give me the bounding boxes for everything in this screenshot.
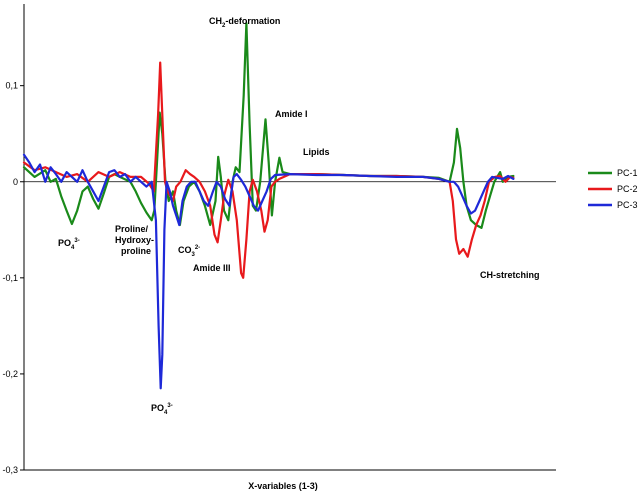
- annotation-ch-stretching: CH-stretching: [480, 270, 540, 280]
- annotation-co3: CO32-: [178, 245, 200, 258]
- series-line-pc-2: [22, 61, 515, 279]
- annotation-amide-i: Amide I: [275, 109, 308, 119]
- peak-annotations: PO43- Proline/ Hydroxy- proline CO32- Am…: [58, 16, 540, 416]
- y-tick-label: -0,3: [2, 465, 18, 475]
- legend: PC-1 PC-2 PC-3: [588, 168, 638, 210]
- axes: 0,1 0 -0,1 -0,2 -0,3: [2, 4, 556, 475]
- y-tick-label: 0,1: [5, 81, 18, 91]
- annotation-lipids: Lipids: [303, 147, 330, 157]
- legend-label-pc3: PC-3: [617, 200, 638, 210]
- annotation-ch2-deformation: CH2-deformation: [209, 16, 280, 29]
- y-tick-label: -0,1: [2, 273, 18, 283]
- annotation-proline-line3: proline: [121, 246, 151, 256]
- annotation-proline-line2: Hydroxy-: [115, 235, 154, 245]
- legend-label-pc1: PC-1: [617, 168, 638, 178]
- annotation-proline-line1: Proline/: [115, 224, 149, 234]
- annotation-po4-bottom: PO43-: [151, 403, 173, 416]
- y-tick-label: 0: [13, 177, 18, 187]
- annotation-po4-left: PO43-: [58, 238, 80, 251]
- x-axis-label: X-variables (1-3): [248, 481, 318, 491]
- series-lines: [22, 22, 515, 390]
- legend-label-pc2: PC-2: [617, 184, 638, 194]
- y-tick-label: -0,2: [2, 369, 18, 379]
- annotation-amide-iii: Amide III: [193, 263, 231, 273]
- series-line-pc-3: [22, 153, 515, 390]
